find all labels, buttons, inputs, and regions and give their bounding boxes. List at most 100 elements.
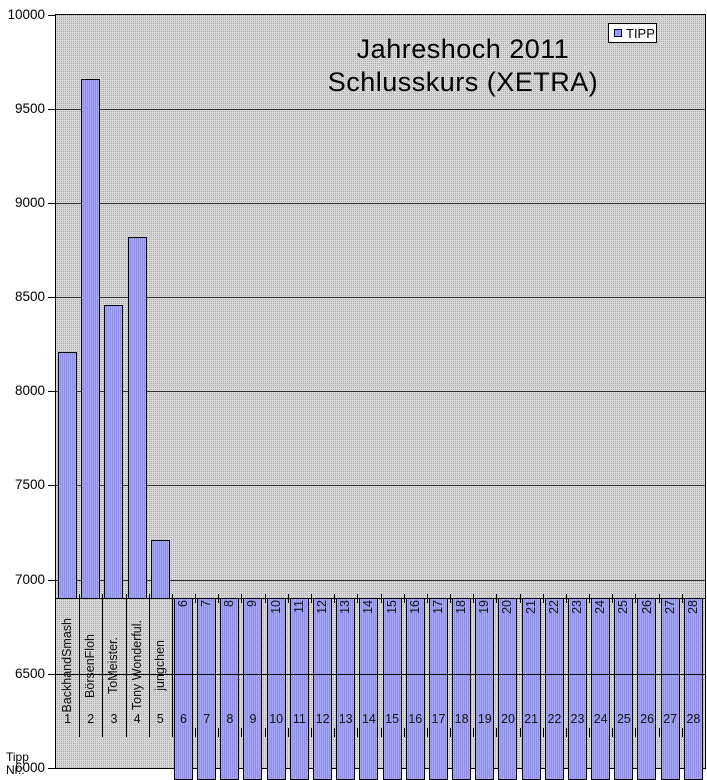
y-axis-tick bbox=[48, 391, 55, 392]
y-axis-label: 8000 bbox=[14, 383, 45, 398]
category-tick-bottom bbox=[520, 728, 521, 737]
category-label-text: BackhandSmash bbox=[60, 618, 75, 713]
bar[interactable] bbox=[359, 598, 378, 780]
gridline bbox=[56, 109, 706, 110]
bar[interactable] bbox=[81, 79, 100, 599]
bar[interactable] bbox=[243, 598, 262, 780]
y-axis-tick bbox=[48, 768, 55, 769]
y-axis-label: 9500 bbox=[14, 101, 45, 116]
category-tick-bottom bbox=[265, 728, 266, 737]
bar[interactable] bbox=[637, 598, 656, 780]
legend[interactable]: TIPP bbox=[608, 23, 657, 43]
category-tick-bottom bbox=[427, 728, 428, 737]
tip-number-label: 9 bbox=[249, 712, 257, 726]
category-separator bbox=[149, 598, 150, 737]
category-tick-bottom bbox=[589, 728, 590, 737]
tip-number-label: 20 bbox=[501, 712, 515, 726]
category-tick-bottom bbox=[612, 728, 613, 737]
legend-label: TIPP bbox=[626, 25, 655, 41]
chart-title-line1: Jahreshoch 2011 bbox=[356, 34, 570, 64]
bar[interactable] bbox=[151, 540, 170, 599]
bar[interactable] bbox=[383, 598, 402, 780]
category-label-text: 23 bbox=[569, 600, 584, 614]
y-axis-label: 7500 bbox=[14, 477, 45, 492]
category-label-text: 20 bbox=[500, 600, 515, 614]
category-label-text: 21 bbox=[523, 600, 538, 614]
tip-number-label: 28 bbox=[686, 712, 701, 726]
category-tick-bottom bbox=[635, 728, 636, 737]
category-label-text: 7 bbox=[199, 600, 214, 607]
bar[interactable] bbox=[522, 598, 541, 780]
bar[interactable] bbox=[661, 598, 680, 780]
tip-number-label: 18 bbox=[454, 712, 469, 726]
category-separator bbox=[126, 598, 127, 737]
gridline bbox=[56, 580, 706, 581]
tip-number-label: 8 bbox=[226, 712, 234, 726]
category-label-text: BörsenFloh bbox=[83, 633, 98, 698]
category-tick-bottom bbox=[473, 728, 474, 737]
y-axis-tick bbox=[48, 109, 55, 110]
category-label-text: 11 bbox=[291, 600, 306, 613]
category-label-text: 24 bbox=[593, 600, 608, 614]
category-label-text: 14 bbox=[361, 600, 376, 614]
bar[interactable] bbox=[591, 598, 610, 780]
legend-marker-icon bbox=[614, 29, 622, 37]
y-axis-label: 10000 bbox=[7, 7, 45, 22]
plot-border-top bbox=[55, 14, 706, 15]
category-label-text: 22 bbox=[546, 600, 561, 614]
category-label-text: 13 bbox=[338, 600, 353, 614]
tip-number-label: 3 bbox=[110, 712, 118, 726]
bar[interactable] bbox=[313, 598, 332, 780]
gridline bbox=[56, 391, 706, 392]
bar[interactable] bbox=[197, 598, 216, 780]
bar[interactable] bbox=[58, 352, 77, 599]
category-tick-bottom bbox=[682, 728, 683, 737]
bar[interactable] bbox=[429, 598, 448, 780]
bar[interactable] bbox=[475, 598, 494, 780]
bar[interactable] bbox=[568, 598, 587, 780]
bar[interactable] bbox=[545, 598, 564, 780]
category-label-text: 18 bbox=[454, 600, 469, 614]
y-axis-label: 9000 bbox=[14, 195, 45, 210]
bar[interactable] bbox=[128, 237, 147, 599]
gridline bbox=[56, 203, 706, 204]
bar[interactable] bbox=[290, 598, 309, 780]
category-tick-bottom bbox=[543, 728, 544, 737]
category-label-text: ToMeister. bbox=[106, 637, 121, 694]
tip-number-label: 27 bbox=[663, 712, 678, 726]
bar[interactable] bbox=[174, 598, 193, 780]
bar[interactable] bbox=[267, 598, 286, 780]
category-label-text: 15 bbox=[384, 600, 399, 614]
category-label-text: 25 bbox=[616, 600, 631, 614]
category-tick-bottom bbox=[311, 728, 312, 737]
category-label-text: 10 bbox=[268, 600, 283, 614]
label-level-separator-line bbox=[56, 674, 706, 675]
tip-number-label: 7 bbox=[203, 712, 211, 726]
tip-number-label: 13 bbox=[338, 712, 353, 726]
y-axis-tick bbox=[48, 580, 55, 581]
category-tick-bottom bbox=[218, 728, 219, 737]
x-axis-title: Tipp Nr.: bbox=[6, 750, 29, 777]
category-label-text: 16 bbox=[407, 600, 422, 614]
category-tick-bottom bbox=[450, 728, 451, 737]
tip-number-label: 15 bbox=[385, 712, 400, 726]
tip-number-label: 22 bbox=[547, 712, 562, 726]
category-label-text: Tony Wonderful. bbox=[129, 620, 144, 711]
y-axis-tick bbox=[48, 485, 55, 486]
gridline bbox=[56, 485, 706, 486]
bar[interactable] bbox=[104, 305, 123, 599]
category-separator bbox=[172, 598, 173, 737]
bar[interactable] bbox=[406, 598, 425, 780]
bar[interactable] bbox=[336, 598, 355, 780]
y-axis-tick bbox=[48, 297, 55, 298]
y-axis-line bbox=[55, 14, 56, 769]
bar[interactable] bbox=[220, 598, 239, 780]
bar[interactable] bbox=[452, 598, 471, 780]
bar[interactable] bbox=[684, 598, 703, 780]
category-label-text: jungchen bbox=[152, 640, 167, 691]
tip-number-label: 11 bbox=[292, 712, 306, 726]
tip-number-label: 16 bbox=[408, 712, 423, 726]
category-tick-bottom bbox=[496, 728, 497, 737]
tip-number-label: 12 bbox=[315, 712, 330, 726]
